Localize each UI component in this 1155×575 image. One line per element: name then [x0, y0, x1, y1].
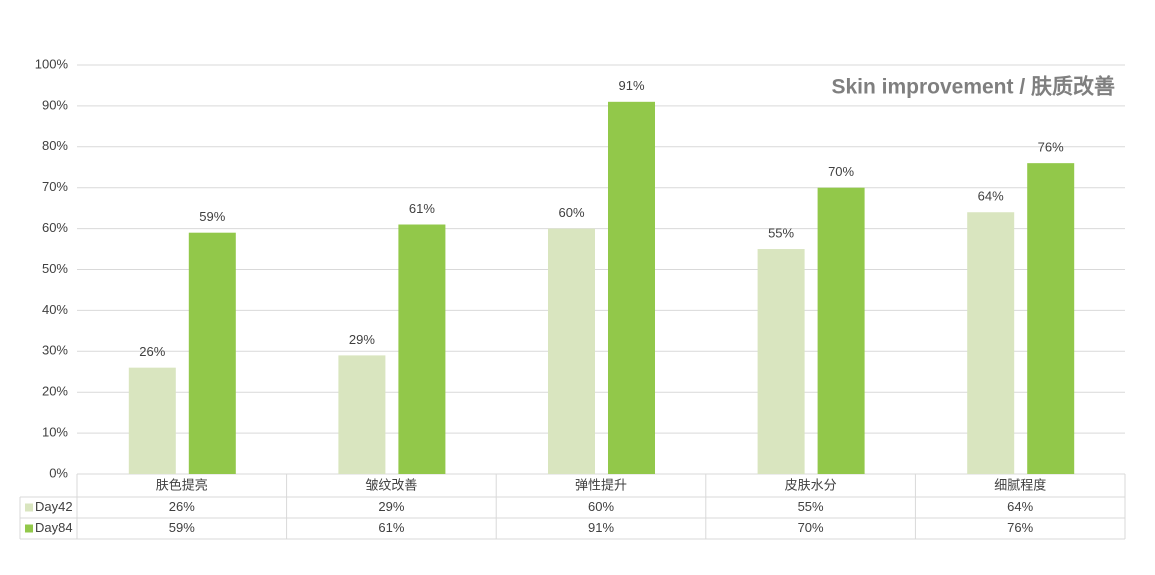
x-tick-label: 弹性提升 — [575, 477, 627, 492]
legend-label: Day42 — [35, 499, 73, 514]
legend-swatch — [25, 503, 33, 512]
legend-label: Day84 — [35, 520, 73, 535]
x-tick-label: 细腻程度 — [994, 477, 1046, 492]
table-cell: 29% — [378, 499, 404, 514]
bar — [398, 224, 446, 474]
bar — [608, 101, 655, 474]
data-label: 91% — [618, 78, 644, 93]
table-cell: 91% — [588, 520, 614, 535]
x-tick-label: 皱纹改善 — [365, 477, 417, 492]
bar — [188, 232, 236, 474]
y-tick-label: 50% — [42, 261, 68, 276]
y-tick-label: 0% — [49, 465, 68, 480]
y-tick-label: 10% — [42, 425, 68, 440]
y-tick-label: 20% — [42, 384, 68, 399]
bar — [967, 212, 1015, 475]
legend-swatch — [25, 524, 33, 533]
table-cell: 61% — [378, 520, 404, 535]
data-label: 64% — [978, 189, 1004, 204]
bar — [817, 187, 865, 474]
table-cell: 64% — [1007, 499, 1033, 514]
bar — [548, 228, 595, 474]
data-label: 70% — [828, 164, 854, 179]
y-tick-label: 30% — [42, 343, 68, 358]
table-cell: 76% — [1007, 520, 1033, 535]
data-label: 26% — [139, 344, 165, 359]
table-cell: 59% — [169, 520, 195, 535]
x-tick-label: 皮肤水分 — [785, 477, 837, 492]
x-tick-label: 肤色提亮 — [156, 477, 208, 492]
y-tick-label: 60% — [42, 220, 68, 235]
data-label: 29% — [349, 332, 375, 347]
table-cell: 26% — [169, 499, 195, 514]
table-cell: 55% — [798, 499, 824, 514]
y-tick-label: 100% — [35, 56, 69, 71]
data-label: 76% — [1038, 140, 1064, 155]
bar — [1027, 163, 1075, 474]
data-label: 60% — [558, 205, 584, 220]
bar — [757, 249, 805, 474]
bar — [128, 367, 176, 474]
y-tick-label: 80% — [42, 138, 68, 153]
table-cell: 70% — [798, 520, 824, 535]
bar — [338, 355, 386, 474]
y-tick-label: 90% — [42, 97, 68, 112]
chart-title: Skin improvement / 肤质改善 — [831, 75, 1115, 99]
data-label: 55% — [768, 225, 794, 240]
y-tick-label: 70% — [42, 179, 68, 194]
data-label: 59% — [199, 209, 225, 224]
table-cell: 60% — [588, 499, 614, 514]
y-tick-label: 40% — [42, 302, 68, 317]
data-label: 61% — [409, 201, 435, 216]
